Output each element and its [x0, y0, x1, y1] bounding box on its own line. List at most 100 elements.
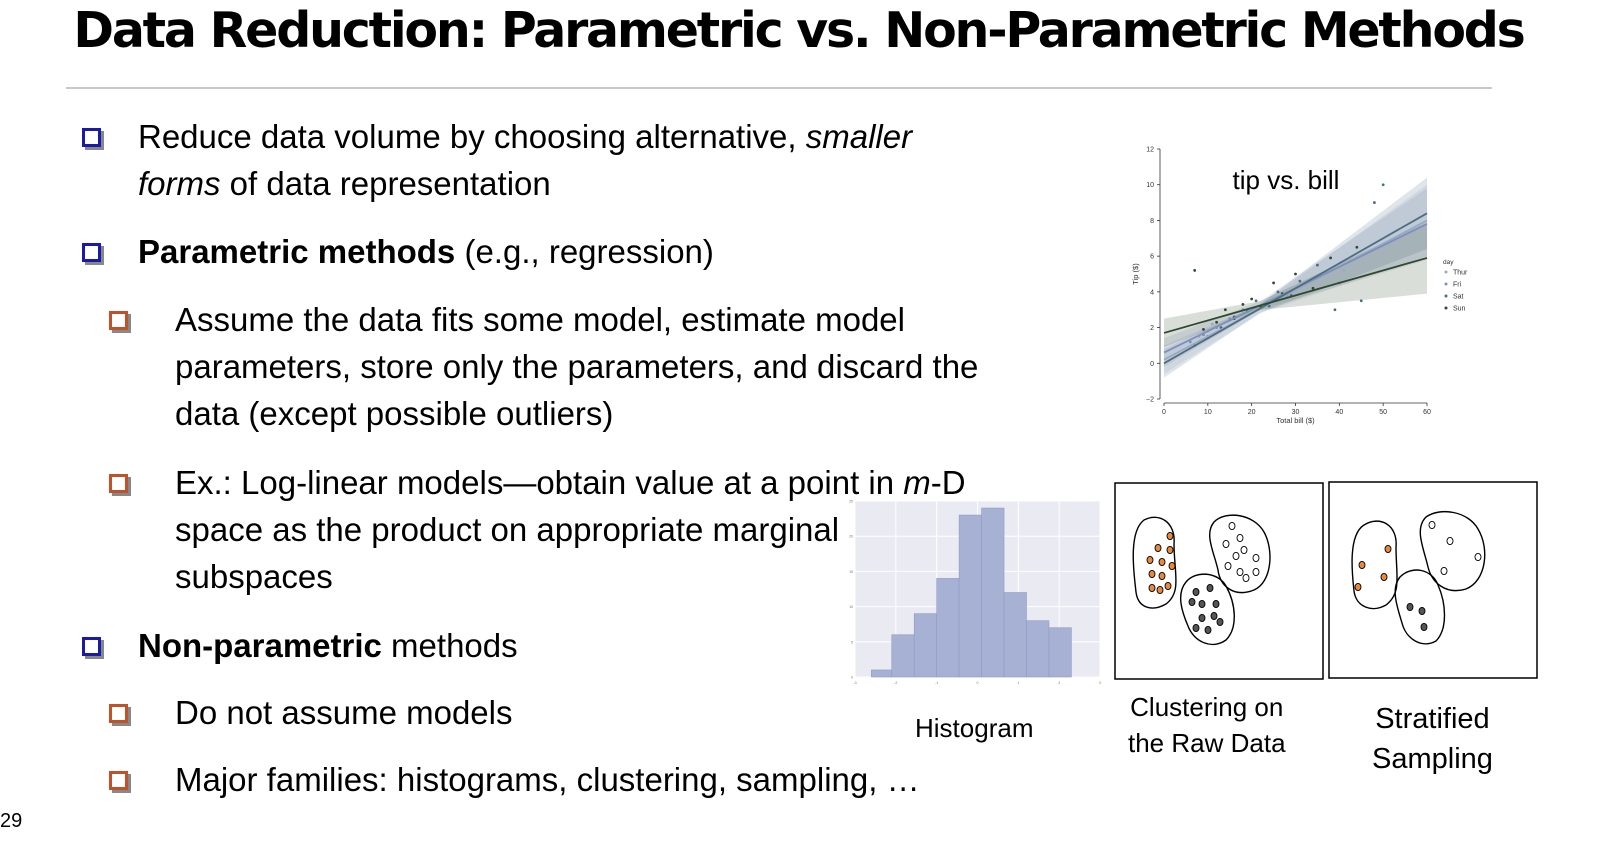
- bullet-text: data (except possible outliers): [175, 395, 614, 432]
- y-tick-label: 8: [1150, 218, 1154, 225]
- data-point: [1215, 320, 1218, 324]
- sample-point: [1406, 602, 1414, 612]
- x-tick-label: 20: [1248, 409, 1256, 416]
- y-tick-label: 12: [1146, 147, 1154, 154]
- bullet-bold: Parametric methods: [138, 233, 456, 270]
- cluster-point: [1192, 623, 1200, 633]
- cluster-point: [1154, 543, 1162, 553]
- cluster-point: [1166, 545, 1174, 555]
- data-point: [1311, 286, 1315, 290]
- y-tick-label: −2: [1146, 397, 1154, 404]
- data-point: [1329, 256, 1332, 260]
- cluster-point: [1228, 521, 1236, 531]
- bullet-text: (e.g., regression): [455, 233, 714, 270]
- y-tick-label: 10: [1146, 182, 1154, 189]
- cluster-point: [1146, 555, 1154, 565]
- x-tick-label: -2: [894, 681, 897, 685]
- data-point: [1202, 327, 1205, 331]
- cluster-point: [1198, 613, 1206, 623]
- bullet-text: Do not assume models: [175, 694, 513, 731]
- x-tick-label: 40: [1335, 409, 1343, 416]
- x-tick-label: 30: [1292, 409, 1300, 416]
- x-tick-label: 60: [1423, 409, 1431, 416]
- x-tick-label: 0: [977, 681, 979, 685]
- bullet-parametric: Parametric methods (e.g., regression): [138, 228, 714, 275]
- diagram-frame: [1328, 481, 1538, 679]
- sub-bullet-marker: [109, 704, 128, 723]
- x-axis-label: Total bill ($): [1276, 416, 1315, 425]
- bullet-emphasis: smaller: [805, 118, 913, 155]
- slide-title: Data Reduction: Parametric vs. Non-Param…: [73, 2, 1526, 59]
- sub-bullet-marker: [109, 311, 128, 330]
- y-tick-label: 0: [1150, 361, 1154, 368]
- bullet-log-linear: Ex.: Log-linear models—obtain value at a…: [175, 459, 966, 600]
- bullet-text: Major families: histograms, clustering, …: [175, 761, 920, 798]
- data-point: [1294, 272, 1297, 276]
- cluster-point: [1192, 587, 1200, 597]
- title-divider: [66, 87, 1492, 89]
- bullet-marker: [82, 637, 101, 656]
- x-tick-label: 2: [1058, 681, 1060, 685]
- bullet-text: of data representation: [220, 165, 551, 202]
- data-point: [1381, 183, 1385, 187]
- bullet-non-parametric: Non-parametric methods: [138, 622, 518, 669]
- diagram-frame: [1114, 482, 1324, 680]
- confidence-band: [1164, 222, 1427, 348]
- bullet-text: subspaces: [175, 558, 333, 595]
- bullet-text: methods: [381, 627, 518, 664]
- histogram-bar: [1026, 620, 1050, 678]
- cluster-point: [1206, 583, 1214, 593]
- data-point: [1316, 263, 1319, 267]
- cluster-point: [1158, 557, 1166, 567]
- data-point: [1342, 269, 1346, 272]
- bullet-text: parameters, store only the parameters, a…: [175, 348, 979, 385]
- x-tick-label: -3: [853, 681, 856, 685]
- cluster-point: [1252, 553, 1260, 563]
- data-point: [1333, 308, 1337, 312]
- cluster-point: [1252, 567, 1260, 577]
- legend-marker: [1444, 306, 1448, 310]
- histogram-bar: [1003, 592, 1027, 678]
- histogram-chart: -3 -2 -1 0 1 2 3 0 5 10 15 20 25: [849, 500, 1101, 686]
- x-tick-label: -1: [935, 681, 938, 685]
- y-tick-label: 25: [849, 500, 853, 504]
- y-axis-label: Tip ($): [1131, 263, 1140, 285]
- caption-line: Stratified: [1375, 703, 1490, 735]
- cluster-point: [1222, 539, 1230, 549]
- histogram-bar: [871, 669, 893, 678]
- slide-number: 29: [0, 810, 23, 832]
- stratified-sampling-diagram: [1328, 481, 1538, 679]
- data-point: [1254, 299, 1258, 303]
- legend-label: Fri: [1453, 282, 1462, 289]
- x-tick-label: 0: [1162, 409, 1166, 416]
- cluster-point: [1148, 583, 1156, 593]
- caption-line: Sampling: [1372, 743, 1493, 775]
- confidence-band: [1164, 188, 1427, 367]
- data-point: [1193, 269, 1197, 272]
- y-tick-label: 6: [1150, 254, 1154, 261]
- legend-label: Sat: [1453, 294, 1464, 301]
- cluster-point: [1188, 597, 1196, 607]
- bullet-major-families: Major families: histograms, clustering, …: [175, 756, 920, 803]
- y-tick-label: 0: [851, 676, 853, 680]
- bullet-emphasis: forms: [138, 165, 221, 202]
- clustering-raw-data-diagram: [1114, 482, 1324, 680]
- data-point: [1276, 290, 1280, 294]
- data-point: [1223, 308, 1227, 312]
- cluster-point: [1212, 599, 1220, 609]
- legend-marker: [1444, 294, 1448, 298]
- cluster-point: [1198, 599, 1206, 609]
- cluster-outline: [1132, 516, 1177, 609]
- cluster-point: [1210, 611, 1218, 621]
- legend-label: Sun: [1453, 306, 1466, 313]
- bullet-marker: [82, 243, 101, 262]
- data-point: [1267, 304, 1271, 308]
- histogram-bar: [913, 613, 937, 678]
- sample-point: [1358, 560, 1366, 570]
- bullet-text: -D: [930, 464, 966, 501]
- sample-point: [1474, 552, 1482, 562]
- cluster-point: [1166, 531, 1174, 541]
- y-tick-label: 10: [849, 605, 853, 609]
- y-tick-label: 5: [851, 640, 853, 644]
- caption-line: the Raw Data: [1128, 728, 1286, 758]
